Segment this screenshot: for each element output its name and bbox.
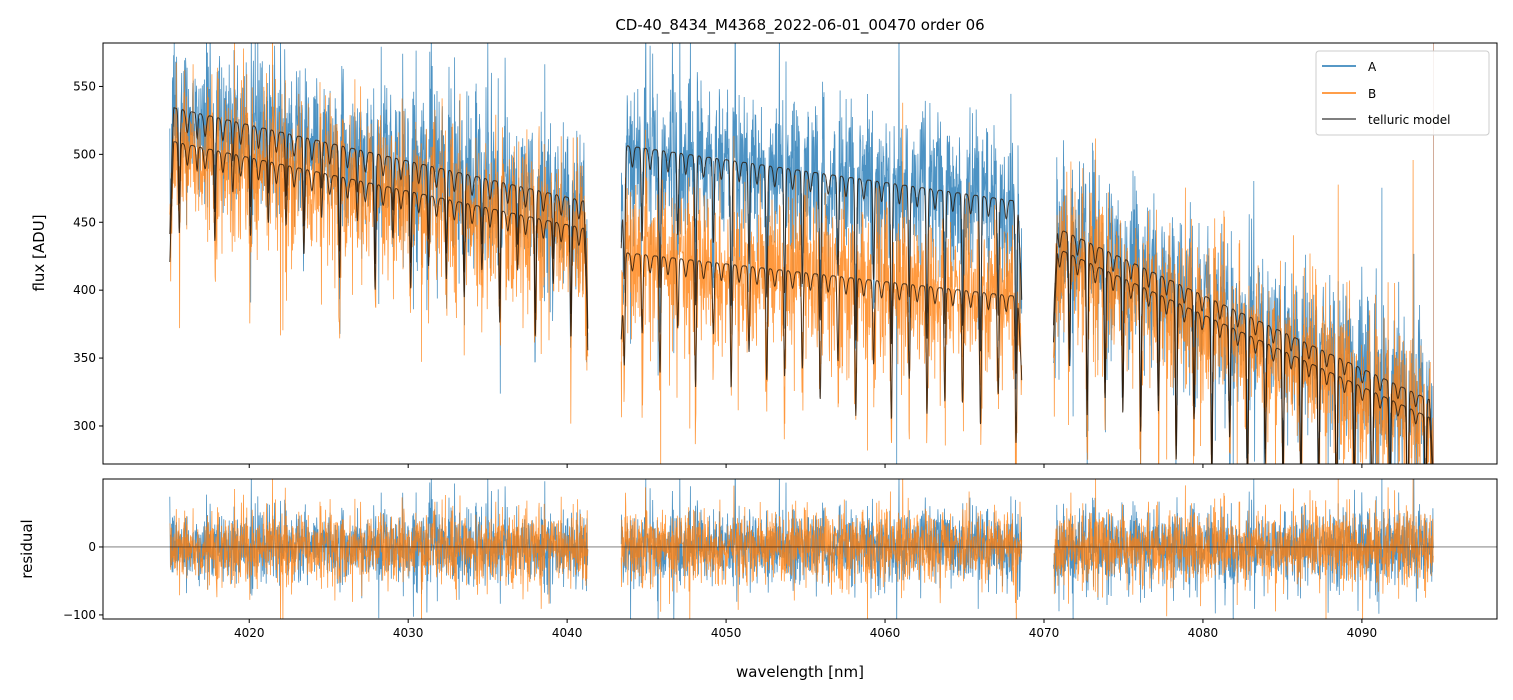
residual-axes-frame — [102, 478, 1498, 620]
top-axes-frame — [102, 42, 1498, 465]
legend: A B telluric model — [1315, 50, 1490, 136]
x-tick-label: 4090 — [1347, 626, 1378, 640]
x-tick-label: 4020 — [234, 626, 265, 640]
x-tick-label: 4040 — [552, 626, 583, 640]
y-axis-label-residual: residual — [18, 519, 36, 578]
y-tick-label: 450 — [73, 215, 96, 229]
telluric-model-a-segment-3 — [1053, 230, 1434, 464]
residual-y-tick-label: −100 — [63, 608, 96, 622]
legend-label-a: A — [1368, 60, 1377, 74]
chart-title: CD-40_8434_M4368_2022-06-01_00470 order … — [615, 16, 984, 35]
y-axis-label-flux: flux [ADU] — [30, 214, 48, 291]
legend-label-b: B — [1368, 87, 1376, 101]
x-axis-label: wavelength [nm] — [736, 663, 864, 681]
y-tick-label: 400 — [73, 283, 96, 297]
residual-y-tick-label: 0 — [88, 540, 96, 554]
telluric-model-a-segment-2 — [620, 145, 1023, 374]
y-tick-label: 350 — [73, 351, 96, 365]
y-tick-label: 500 — [73, 147, 96, 161]
x-tick-label: 4050 — [711, 626, 742, 640]
legend-label-telluric: telluric model — [1368, 113, 1450, 127]
telluric-model-a-segment-1 — [169, 107, 589, 329]
x-tick-label: 4070 — [1029, 626, 1060, 640]
x-tick-label: 4030 — [393, 626, 424, 640]
series-b-residual-segment-1 — [169, 479, 589, 619]
telluric-model-b-segment-2 — [620, 252, 1023, 443]
top-panel-data — [169, 43, 1434, 464]
residual-panel-data — [103, 479, 1497, 619]
series-b-residual-segment-3 — [1053, 479, 1434, 619]
series-b-residual-segment-2 — [620, 479, 1023, 619]
x-tick-label: 4080 — [1188, 626, 1219, 640]
x-tick-label: 4060 — [870, 626, 901, 640]
y-tick-label: 300 — [73, 419, 96, 433]
telluric-model-b-segment-1 — [169, 141, 589, 351]
y-tick-label: 550 — [73, 79, 96, 93]
telluric-model-b-segment-3 — [1053, 250, 1433, 464]
